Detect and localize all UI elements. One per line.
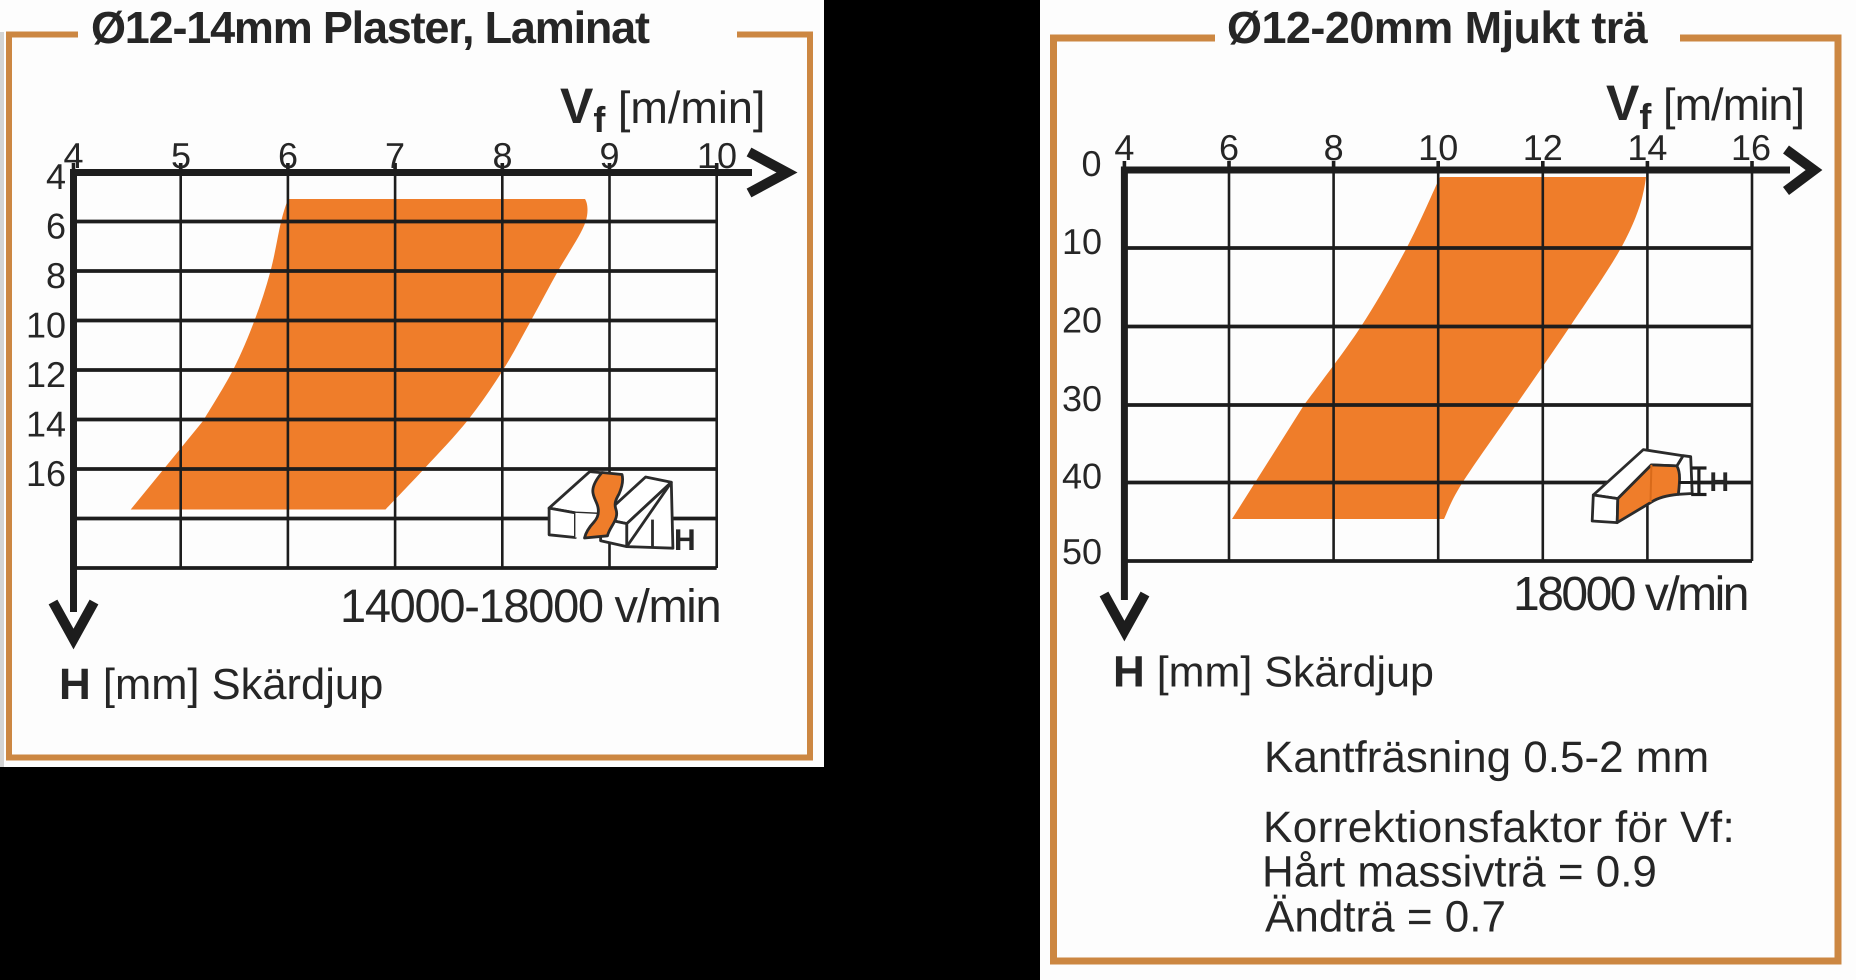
svg-text:20: 20	[1062, 300, 1102, 341]
svg-text:Kantfräsning 0.5-2 mm: Kantfräsning 0.5-2 mm	[1264, 733, 1709, 782]
svg-text:12: 12	[26, 354, 66, 395]
svg-text:H: H	[674, 524, 696, 557]
svg-text:5: 5	[171, 135, 191, 176]
svg-text:14: 14	[26, 404, 66, 445]
svg-text:8: 8	[46, 255, 66, 296]
svg-text:4: 4	[1114, 127, 1134, 168]
svg-text:4: 4	[63, 135, 83, 176]
svg-text:6: 6	[46, 206, 66, 247]
svg-text:Vf [m/min]: Vf [m/min]	[560, 78, 765, 140]
svg-text:9: 9	[599, 135, 619, 176]
svg-text:Ø12-20mm Mjukt trä: Ø12-20mm Mjukt trä	[1227, 2, 1649, 53]
svg-text:H: H	[1710, 467, 1730, 497]
svg-text:H [mm] Skärdjup: H [mm] Skärdjup	[1113, 648, 1434, 697]
svg-text:10: 10	[1418, 127, 1458, 168]
svg-text:6: 6	[278, 135, 298, 176]
svg-text:10: 10	[1062, 221, 1102, 262]
svg-text:50: 50	[1062, 531, 1102, 572]
svg-text:16: 16	[1731, 127, 1771, 168]
svg-text:10: 10	[26, 305, 66, 346]
svg-text:16: 16	[26, 453, 66, 494]
svg-text:10: 10	[697, 135, 737, 176]
svg-text:12: 12	[1523, 127, 1563, 168]
svg-text:30: 30	[1062, 378, 1102, 419]
svg-text:0: 0	[1081, 143, 1101, 184]
svg-text:8: 8	[1324, 127, 1344, 168]
svg-text:18000 v/min: 18000 v/min	[1513, 568, 1747, 621]
svg-text:8: 8	[492, 135, 512, 176]
svg-text:Korrektionsfaktor för Vf:: Korrektionsfaktor för Vf:	[1263, 803, 1735, 852]
svg-text:Ändträ = 0.7: Ändträ = 0.7	[1265, 893, 1506, 942]
svg-text:4: 4	[46, 156, 66, 197]
svg-text:14000-18000 v/min: 14000-18000 v/min	[340, 579, 720, 632]
svg-text:7: 7	[385, 135, 405, 176]
svg-text:Vf [m/min]: Vf [m/min]	[1606, 75, 1804, 137]
svg-text:6: 6	[1219, 127, 1239, 168]
svg-text:Hårt massivträ = 0.9: Hårt massivträ = 0.9	[1262, 848, 1657, 897]
svg-text:40: 40	[1062, 456, 1102, 497]
svg-text:Ø12-14mm Plaster, Laminat: Ø12-14mm Plaster, Laminat	[91, 2, 650, 53]
svg-text:H [mm] Skärdjup: H [mm] Skärdjup	[59, 660, 383, 709]
svg-text:14: 14	[1627, 127, 1667, 168]
